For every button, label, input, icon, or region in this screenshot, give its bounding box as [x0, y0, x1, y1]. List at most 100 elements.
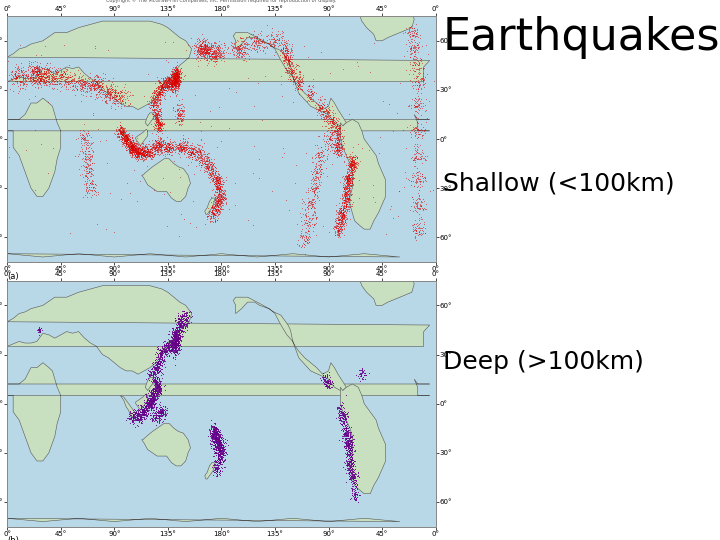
- Point: [212, 442, 223, 451]
- Point: [165, 148, 176, 157]
- Point: [340, 194, 351, 203]
- Point: [167, 71, 179, 80]
- Point: [157, 120, 168, 129]
- Point: [46, 64, 58, 72]
- Point: [129, 146, 140, 154]
- Point: [216, 185, 228, 194]
- Point: [174, 339, 185, 347]
- Point: [113, 132, 125, 141]
- Point: [127, 145, 138, 154]
- Point: [339, 434, 351, 442]
- Point: [145, 396, 156, 405]
- Point: [102, 86, 114, 95]
- Point: [151, 109, 163, 118]
- Point: [202, 46, 213, 55]
- Point: [152, 92, 163, 101]
- Point: [107, 84, 119, 93]
- Point: [99, 90, 110, 98]
- Point: [166, 73, 177, 82]
- Point: [201, 43, 212, 51]
- Point: [210, 44, 222, 52]
- Point: [335, 416, 346, 424]
- Point: [178, 139, 189, 148]
- Point: [420, 70, 432, 79]
- Point: [212, 442, 223, 450]
- Point: [410, 227, 421, 235]
- Point: [337, 212, 348, 220]
- Point: [300, 205, 311, 213]
- Point: [31, 69, 42, 78]
- Point: [342, 176, 354, 184]
- Point: [333, 139, 344, 148]
- Point: [333, 144, 345, 152]
- Point: [333, 136, 345, 144]
- Point: [410, 235, 421, 244]
- Point: [197, 39, 208, 48]
- Point: [405, 30, 416, 39]
- Point: [340, 431, 351, 440]
- Point: [155, 107, 166, 116]
- Point: [81, 76, 93, 84]
- Point: [165, 77, 176, 85]
- Point: [150, 101, 161, 110]
- Point: [171, 74, 183, 83]
- Point: [212, 44, 223, 53]
- Point: [336, 215, 348, 224]
- Point: [209, 460, 220, 468]
- Point: [411, 171, 423, 180]
- Point: [123, 129, 135, 137]
- Point: [346, 442, 357, 451]
- Point: [179, 143, 190, 152]
- Point: [331, 128, 343, 137]
- Point: [94, 73, 106, 82]
- Point: [330, 217, 341, 226]
- Point: [164, 338, 176, 346]
- Point: [130, 408, 142, 416]
- Point: [154, 99, 166, 108]
- Point: [181, 141, 193, 150]
- Point: [133, 153, 145, 161]
- Point: [158, 348, 170, 357]
- Point: [347, 174, 359, 183]
- Point: [88, 81, 99, 90]
- Point: [181, 141, 193, 150]
- Point: [209, 158, 220, 167]
- Point: [194, 50, 205, 58]
- Point: [148, 396, 159, 405]
- Point: [338, 202, 350, 211]
- Point: [344, 431, 356, 440]
- Point: [175, 147, 186, 156]
- Point: [183, 314, 194, 322]
- Point: [80, 78, 91, 86]
- Point: [214, 444, 225, 453]
- Point: [169, 77, 181, 85]
- Point: [411, 125, 423, 133]
- Point: [32, 65, 44, 73]
- Point: [152, 102, 163, 111]
- Point: [337, 424, 348, 433]
- Point: [212, 190, 223, 198]
- Point: [153, 141, 164, 150]
- Point: [170, 315, 181, 324]
- Point: [129, 144, 140, 152]
- Point: [158, 93, 170, 102]
- Point: [26, 77, 37, 85]
- Point: [86, 152, 97, 161]
- Point: [408, 173, 419, 181]
- Point: [336, 218, 347, 227]
- Point: [319, 106, 330, 115]
- Point: [415, 120, 427, 129]
- Point: [144, 103, 156, 112]
- Point: [145, 364, 156, 373]
- Point: [411, 89, 423, 97]
- Point: [152, 409, 163, 417]
- Point: [170, 337, 181, 346]
- Point: [140, 401, 152, 410]
- Point: [33, 79, 45, 87]
- Point: [215, 434, 227, 443]
- Point: [174, 321, 186, 330]
- Point: [172, 110, 184, 119]
- Point: [408, 36, 420, 45]
- Point: [415, 125, 427, 133]
- Point: [210, 171, 222, 180]
